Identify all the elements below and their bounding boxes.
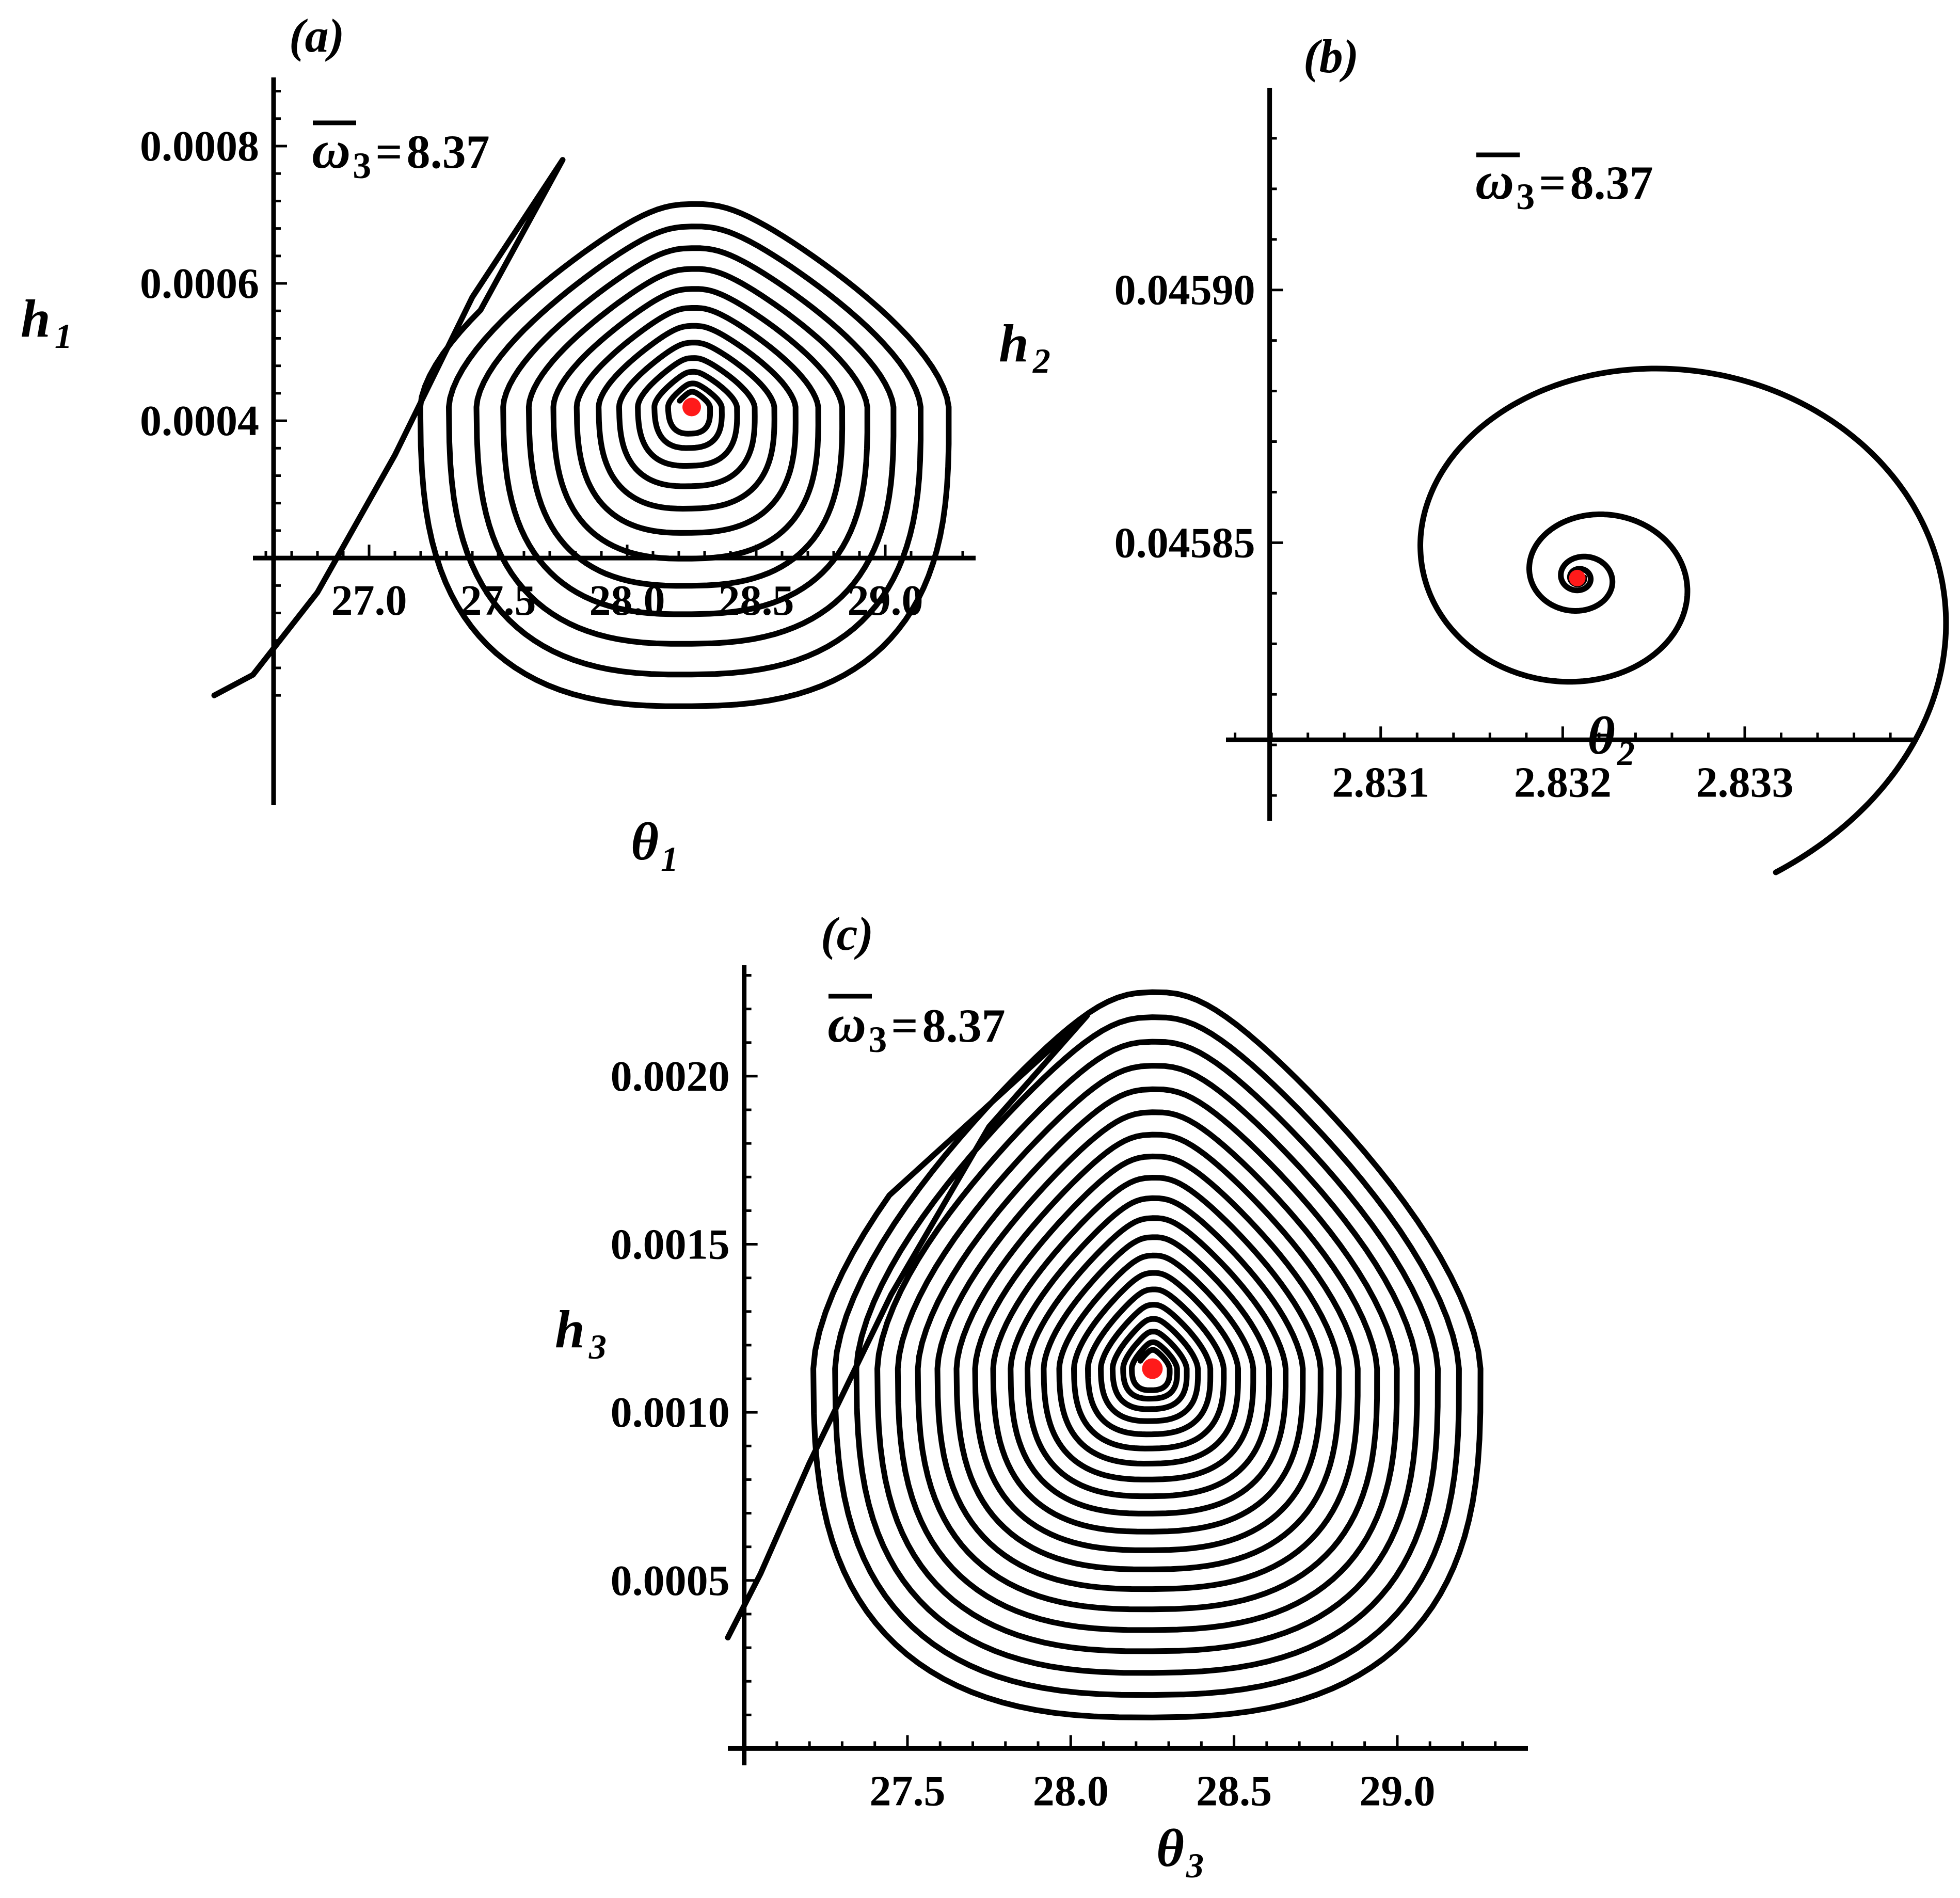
- x-tick-label: 29.0: [848, 577, 923, 625]
- panel-a-label: (a): [289, 9, 344, 62]
- x-tick-label: 28.0: [1033, 1767, 1109, 1815]
- x-tick-label: 27.0: [331, 577, 407, 625]
- y-tick-label: 0.0008: [140, 122, 259, 170]
- svg-text:ω3=8.37: ω3=8.37: [827, 994, 1006, 1060]
- panel-b-x-label: θ2: [1587, 706, 1635, 773]
- x-tick-label: 2.832: [1514, 758, 1612, 806]
- y-tick-label: 0.04590: [1114, 266, 1255, 314]
- panel-c-label: (c): [821, 907, 873, 960]
- panel-b-equilibrium-point: [1569, 569, 1586, 586]
- y-tick-label: 0.0006: [140, 260, 259, 308]
- x-tick-label: 2.833: [1696, 758, 1794, 806]
- x-tick-label: 27.5: [869, 1767, 945, 1815]
- panel-a-trajectory: [211, 157, 952, 709]
- panel-c-trajectory: [725, 989, 1484, 1720]
- y-tick-label: 0.04585: [1114, 519, 1255, 567]
- x-tick-label: 28.5: [1196, 1767, 1272, 1815]
- panel-c: (c) 27.5 28.0 28.5 29.0 0.00050.00100.00150…: [555, 907, 1528, 1885]
- svg-text:ω3=8.37: ω3=8.37: [1475, 151, 1653, 217]
- x-tick-label: 29.0: [1359, 1767, 1435, 1815]
- y-tick-label: 0.0010: [611, 1389, 730, 1437]
- panel-c-annotation: ω3=8.37: [827, 994, 1006, 1060]
- panel-b-trajectory: [1417, 365, 1949, 875]
- panel-b-label: (b): [1303, 30, 1359, 83]
- panel-b-annotation: ω3=8.37: [1475, 151, 1653, 217]
- panel-c-y-ticks: 0.0005 0.0010 0.0015 0.0020: [611, 974, 758, 1750]
- panel-a-annotation: ω3=8.37: [312, 120, 490, 186]
- panel-c-equilibrium-point: [1142, 1358, 1163, 1379]
- panel-a-x-label: θ1: [631, 812, 678, 879]
- y-tick-label: 0.0015: [611, 1221, 730, 1269]
- panel-a-equilibrium-point: [682, 397, 701, 417]
- x-tick-label: 2.831: [1332, 758, 1429, 806]
- x-tick-label: 27.5: [460, 577, 536, 625]
- panel-b-y-ticks: 0.04585 0.04590: [1114, 137, 1283, 797]
- panel-b-x-ticks: 2.831 2.832 2.833: [1234, 726, 1892, 806]
- y-tick-label: 0.0005: [611, 1557, 730, 1605]
- panel-c-x-label: θ3: [1156, 1819, 1204, 1885]
- svg-text:ω3=8.37: ω3=8.37: [312, 120, 490, 186]
- panel-a-y-ticks: 0.0004 0.0006 0.0008: [140, 90, 287, 697]
- y-tick-label: 0.0020: [611, 1052, 730, 1100]
- panel-c-x-ticks: 27.5 28.0 28.5 29.0: [743, 1735, 1497, 1815]
- y-tick-label: 0.0004: [140, 397, 259, 445]
- panel-a: (a) 27.0 27.5 28.0 28.5 29.0 0.00040.00060.0…: [21, 9, 976, 879]
